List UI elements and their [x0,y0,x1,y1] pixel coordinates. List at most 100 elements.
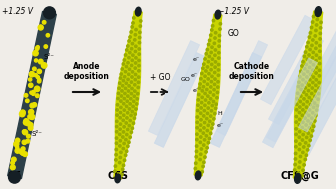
Circle shape [37,80,41,83]
Circle shape [26,121,31,126]
Circle shape [134,62,137,64]
Circle shape [302,146,305,148]
Circle shape [207,95,209,97]
Circle shape [304,51,307,53]
Circle shape [200,148,203,150]
Circle shape [309,48,311,51]
Text: + GO: + GO [150,73,170,82]
Circle shape [217,69,220,71]
Circle shape [128,85,130,87]
Circle shape [116,109,119,111]
Circle shape [32,90,35,93]
Circle shape [305,106,308,108]
Text: GO: GO [181,77,191,82]
Circle shape [308,54,310,56]
Circle shape [214,61,217,63]
Circle shape [42,21,46,24]
Circle shape [203,121,206,124]
Circle shape [137,86,139,89]
Circle shape [24,94,28,97]
Circle shape [313,102,316,104]
Circle shape [301,126,303,129]
Polygon shape [8,11,56,179]
Circle shape [206,112,209,115]
Circle shape [314,47,317,50]
Circle shape [38,59,43,64]
Circle shape [217,74,219,77]
Circle shape [30,72,34,76]
Circle shape [125,65,128,68]
Circle shape [131,87,133,90]
Circle shape [315,42,318,44]
Circle shape [38,78,41,81]
Circle shape [128,141,130,143]
Circle shape [119,156,122,159]
Circle shape [44,45,47,48]
Circle shape [134,113,136,115]
Circle shape [303,164,305,166]
Circle shape [194,167,197,170]
Circle shape [125,150,128,153]
Circle shape [30,103,35,108]
Circle shape [200,112,202,114]
Text: S²⁻: S²⁻ [43,54,54,60]
Circle shape [319,57,321,59]
Circle shape [123,97,126,100]
Circle shape [29,72,34,77]
Circle shape [133,17,135,19]
Circle shape [319,38,321,40]
Circle shape [312,69,314,71]
Circle shape [127,78,129,81]
Circle shape [205,70,207,72]
Circle shape [300,95,302,97]
Circle shape [311,117,313,119]
Circle shape [24,119,29,124]
Circle shape [314,35,317,37]
Circle shape [209,98,212,100]
Circle shape [139,20,142,22]
Circle shape [119,161,121,164]
Circle shape [119,111,122,114]
Circle shape [122,63,125,65]
Circle shape [124,92,126,95]
Circle shape [128,73,130,76]
Circle shape [124,76,126,78]
Circle shape [301,84,303,86]
Circle shape [204,156,206,158]
Circle shape [309,32,312,34]
Circle shape [203,144,205,146]
Circle shape [319,32,322,35]
Circle shape [134,84,136,86]
Circle shape [309,139,311,141]
Circle shape [135,45,137,47]
Circle shape [127,62,129,64]
Circle shape [125,139,127,141]
Polygon shape [266,58,318,142]
Circle shape [34,86,40,92]
Circle shape [307,41,309,44]
Circle shape [303,98,305,100]
Circle shape [203,80,205,83]
Circle shape [124,70,127,73]
Circle shape [297,172,300,174]
Circle shape [129,103,131,105]
Circle shape [123,114,125,116]
Circle shape [308,66,311,69]
Circle shape [137,76,140,78]
Circle shape [208,55,211,58]
Circle shape [216,97,218,99]
Circle shape [311,21,314,23]
Circle shape [299,100,301,103]
Circle shape [299,155,302,158]
Circle shape [318,87,320,89]
Circle shape [315,54,318,56]
Circle shape [319,44,321,47]
Circle shape [209,91,211,93]
Circle shape [131,127,133,129]
Polygon shape [194,14,222,176]
Circle shape [304,67,306,70]
Circle shape [130,64,133,67]
Circle shape [306,149,309,151]
Circle shape [212,123,214,125]
Circle shape [123,142,125,145]
